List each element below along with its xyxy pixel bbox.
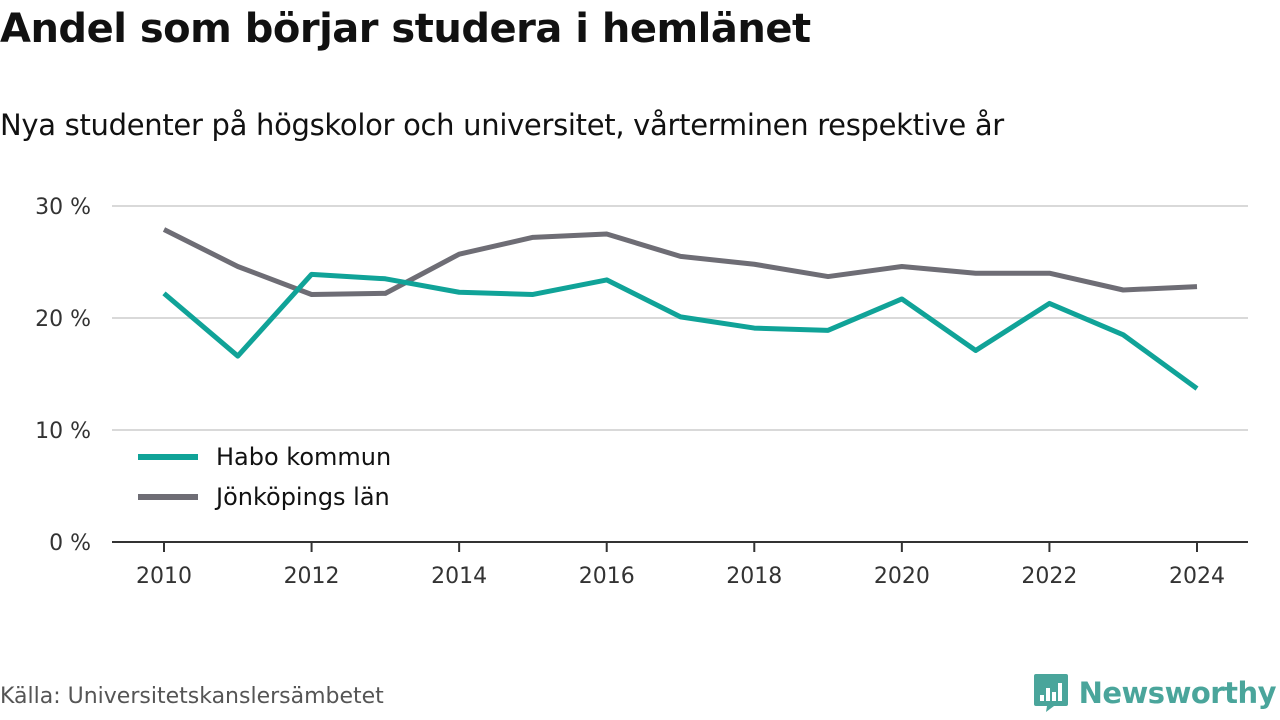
x-tick-label: 2012 bbox=[284, 564, 340, 589]
x-tick-label: 2014 bbox=[431, 564, 487, 589]
brand-logo: Newsworthy bbox=[1033, 672, 1277, 714]
x-tick-label: 2022 bbox=[1021, 564, 1077, 589]
x-axis-ticks: 2010 2012 2014 2016 2018 2020 2022 2024 bbox=[136, 542, 1225, 589]
chart-subtitle: Nya studenter på högskolor och universit… bbox=[0, 108, 1004, 142]
y-tick-label: 30 % bbox=[35, 195, 91, 220]
legend-label: Habo kommun bbox=[216, 443, 391, 471]
chart-title: Andel som börjar studera i hemlänet bbox=[0, 6, 811, 52]
brand-name: Newsworthy bbox=[1078, 676, 1277, 710]
legend: Habo kommun Jönköpings län bbox=[138, 443, 391, 511]
x-tick-label: 2016 bbox=[579, 564, 635, 589]
source-text: Källa: Universitetskanslersämbetet bbox=[0, 684, 384, 709]
x-tick-label: 2018 bbox=[726, 564, 782, 589]
y-tick-label: 20 % bbox=[35, 307, 91, 332]
y-axis-tick-labels: 0 % 10 % 20 % 30 % bbox=[35, 195, 91, 556]
bar-chart-speech-bubble-icon bbox=[1033, 674, 1068, 712]
x-tick-label: 2024 bbox=[1169, 564, 1225, 589]
x-tick-label: 2020 bbox=[874, 564, 930, 589]
y-tick-label: 10 % bbox=[35, 419, 91, 444]
legend-label: Jönköpings län bbox=[214, 483, 390, 511]
x-tick-label: 2010 bbox=[136, 564, 192, 589]
series-line-habo-kommun bbox=[162, 271, 1199, 391]
series-line-jönköpings-län bbox=[162, 227, 1198, 297]
series-lines bbox=[162, 227, 1199, 391]
y-tick-label: 0 % bbox=[49, 531, 91, 556]
